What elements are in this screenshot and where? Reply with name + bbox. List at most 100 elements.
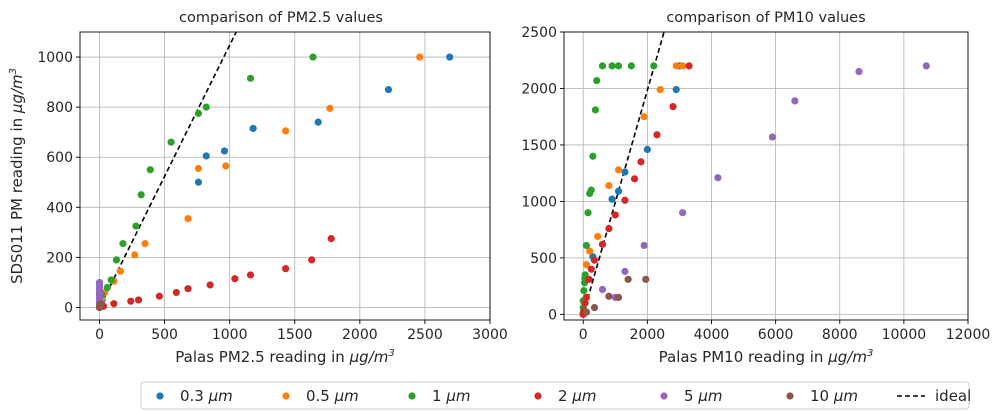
data-point-pm25-series-0 — [194, 178, 203, 186]
data-point-pm10-series-4 — [640, 241, 648, 250]
data-point-pm10-series-3 — [585, 275, 593, 283]
data-point-pm25-series-0 — [220, 147, 229, 155]
legend-label: 0.5 μm — [306, 387, 359, 405]
data-point-pm25-series-3 — [172, 288, 180, 297]
data-point-pm25-series-2 — [146, 166, 154, 174]
data-point-pm10-series-2 — [580, 287, 588, 295]
y-tick-label: 1500 — [521, 138, 557, 154]
legend-label: 5 μm — [684, 387, 722, 405]
x-tick-label: 0 — [579, 327, 588, 343]
legend-frame — [140, 381, 970, 410]
data-point-pm25-series-2 — [119, 240, 127, 248]
data-point-pm10-series-2 — [584, 209, 592, 217]
data-point-pm10-series-4 — [598, 285, 607, 294]
data-point-pm25-series-2 — [167, 138, 175, 146]
data-point-pm10-series-3 — [669, 102, 677, 111]
data-point-pm10-series-4 — [855, 67, 863, 76]
y-tick-label: 0 — [548, 307, 557, 323]
data-point-pm10-series-3 — [621, 196, 629, 204]
data-point-pm10-series-3 — [630, 175, 639, 183]
y-tick-label: 0 — [64, 300, 73, 316]
data-point-pm25-series-3 — [282, 265, 290, 273]
y-tick-label: 1000 — [37, 50, 73, 66]
x-tick-label: 2000 — [342, 327, 378, 343]
data-point-pm10-series-2 — [593, 76, 601, 85]
data-point-pm25-series-3 — [127, 297, 135, 305]
data-point-pm25-series-3 — [184, 285, 192, 293]
data-point-pm10-series-1 — [582, 261, 591, 269]
legend-marker — [408, 392, 416, 400]
legend-label: ideal — [935, 387, 971, 405]
data-point-pm10-series-1 — [656, 86, 664, 94]
data-point-pm25-series-2 — [132, 222, 140, 230]
legend-marker — [534, 392, 542, 400]
data-point-pm25-series-2 — [246, 74, 255, 82]
data-point-pm10-series-2 — [589, 152, 597, 160]
data-point-pm10-series-5 — [605, 292, 613, 300]
data-point-pm10-series-2 — [614, 62, 623, 70]
data-point-pm25-series-2 — [103, 283, 111, 292]
data-point-pm10-series-1 — [594, 232, 602, 241]
data-point-pm25-series-2 — [137, 191, 145, 199]
legend-label: 10 μm — [810, 387, 858, 405]
data-point-pm10-series-3 — [637, 158, 645, 166]
data-point-pm10-series-2 — [587, 186, 595, 194]
data-point-pm25-series-1 — [416, 53, 424, 61]
legend-marker — [786, 392, 794, 400]
data-point-pm25-series-3 — [155, 292, 163, 300]
x-tick-label: 10000 — [882, 327, 927, 343]
data-point-pm25-series-2 — [202, 103, 210, 111]
data-point-pm10-series-3 — [653, 131, 661, 139]
data-point-pm10-series-2 — [598, 62, 607, 70]
data-point-pm25-series-1 — [326, 104, 334, 112]
data-point-pm10-series-4 — [679, 209, 687, 217]
ideal-line — [98, 32, 237, 308]
plot-area-pm25 — [80, 32, 490, 320]
data-point-pm10-series-4 — [922, 62, 930, 70]
data-point-pm25-series-2 — [112, 256, 121, 264]
data-point-pm25-series-3 — [134, 296, 143, 304]
data-point-pm25-series-3 — [231, 275, 239, 283]
legend-marker — [660, 392, 668, 400]
data-point-pm25-series-1 — [141, 240, 149, 248]
x-tick-label: 500 — [151, 327, 178, 343]
y-tick-label: 2500 — [521, 25, 557, 41]
legend-marker — [282, 392, 290, 400]
data-point-pm25-series-0 — [446, 53, 454, 61]
x-axis-label-pm25: Palas PM2.5 reading in μg/m3 — [175, 348, 394, 366]
x-tick-label: 1500 — [277, 327, 313, 343]
x-tick-label: 12000 — [946, 327, 991, 343]
data-point-pm10-series-1 — [640, 113, 648, 121]
data-point-pm25-series-3 — [110, 300, 118, 308]
x-tick-label: 0 — [95, 327, 104, 343]
y-tick-label: 200 — [46, 250, 73, 266]
data-point-pm10-series-1 — [679, 62, 687, 70]
data-point-pm10-series-2 — [650, 62, 658, 70]
x-axis-label-pm10: Palas PM10 reading in μg/m3 — [659, 348, 874, 366]
x-tick-label: 2500 — [407, 327, 443, 343]
x-tick-label: 4000 — [694, 327, 730, 343]
data-point-pm25-series-1 — [116, 267, 124, 275]
legend-marker — [156, 392, 164, 400]
data-point-pm10-series-3 — [598, 240, 607, 248]
data-point-pm10-series-3 — [581, 299, 589, 307]
data-point-pm10-series-0 — [643, 145, 651, 154]
data-point-pm25-series-1 — [194, 164, 203, 173]
x-tick-label: 2000 — [630, 327, 666, 343]
data-point-pm25-series-0 — [314, 118, 322, 126]
data-point-pm10-series-4 — [714, 174, 722, 182]
x-tick-label: 1000 — [212, 327, 248, 343]
data-point-pm25-series-2 — [194, 109, 203, 117]
x-tick-label: 8000 — [822, 327, 858, 343]
data-point-pm10-series-3 — [587, 265, 595, 273]
data-point-pm10-series-4 — [791, 97, 799, 105]
data-point-pm25-series-0 — [202, 152, 210, 160]
data-point-pm25-series-3 — [246, 271, 255, 279]
data-point-pm10-series-1 — [605, 182, 613, 190]
x-tick-label: 6000 — [758, 327, 794, 343]
data-point-pm25-series-3 — [327, 235, 335, 243]
data-point-pm10-series-2 — [608, 62, 616, 70]
y-axis-label-pm25: SDS011 PM reading in μg/m3 — [8, 68, 26, 284]
legend-label: 2 μm — [558, 387, 596, 405]
